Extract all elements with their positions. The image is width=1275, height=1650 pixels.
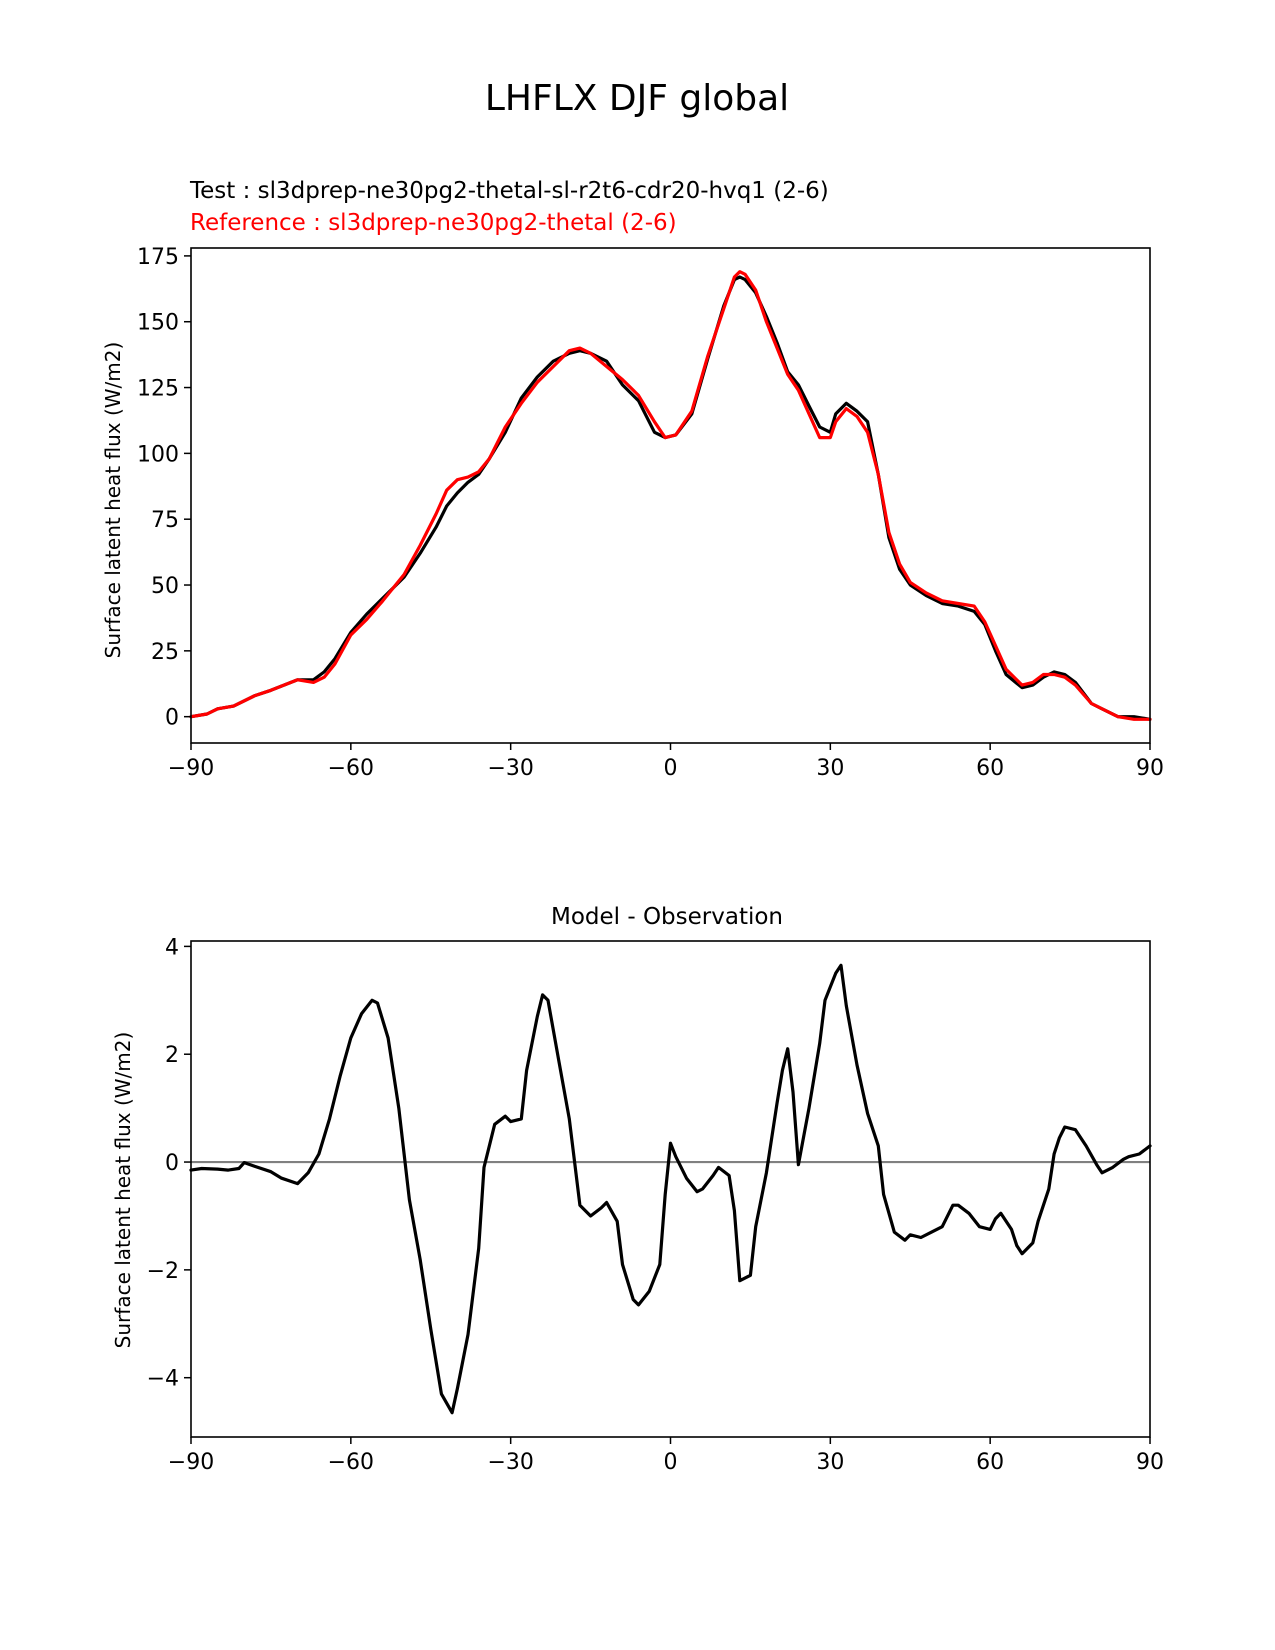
bottom-plot-area: −90 −60 −30 0 30 60 90 −4 −2 0 2 4 xyxy=(147,935,1164,1475)
test-label: Test : sl3dprep-ne30pg2-thetal-sl-r2t6-c… xyxy=(189,178,829,204)
x-tick-label: 60 xyxy=(976,1450,1004,1475)
y-tick-label: −4 xyxy=(147,1367,179,1392)
figure-suptitle: LHFLX DJF global xyxy=(485,78,789,119)
x-tick-label: 0 xyxy=(664,756,678,781)
reference-label: Reference : sl3dprep-ne30pg2-thetal (2-6… xyxy=(190,210,677,236)
series-line-model-observation xyxy=(189,963,1152,1415)
x-tick-label: 90 xyxy=(1136,756,1164,781)
x-tick-label: −30 xyxy=(487,1450,533,1475)
axes-frame xyxy=(190,940,1151,1438)
x-tick-label: −90 xyxy=(168,1450,214,1475)
top-ylabel: Surface latent heat flux (W/m2) xyxy=(101,342,125,659)
y-tick-label: 150 xyxy=(137,311,179,336)
y-tick-label: 75 xyxy=(151,508,179,533)
bottom-ylabel: Surface latent heat flux (W/m2) xyxy=(111,1032,135,1349)
y-tick-label: 2 xyxy=(165,1043,179,1068)
bottom-title: Model - Observation xyxy=(551,904,783,930)
top-plot-area: −90 −60 −30 0 30 60 90 0 25 50 75 100 125 150 175 xyxy=(137,245,1164,781)
x-tick-label: 30 xyxy=(816,1450,844,1475)
x-tick-label: −60 xyxy=(328,1450,374,1475)
y-tick-label: 0 xyxy=(165,706,179,731)
series-line-reference xyxy=(189,270,1152,721)
x-tick-label: 90 xyxy=(1136,1450,1164,1475)
x-tick-label: 0 xyxy=(664,1450,678,1475)
x-tick-label: −60 xyxy=(328,756,374,781)
panel-bottom: Model - Observation Surface latent heat … xyxy=(111,904,1164,1475)
y-tick-label: 125 xyxy=(137,377,179,402)
y-tick-label: 50 xyxy=(151,574,179,599)
y-tick-label: 25 xyxy=(151,640,179,665)
x-tick-label: 60 xyxy=(976,756,1004,781)
y-tick-label: 0 xyxy=(165,1151,179,1176)
panel-top: Test : sl3dprep-ne30pg2-thetal-sl-r2t6-c… xyxy=(101,178,1164,781)
x-tick-label: −90 xyxy=(168,756,214,781)
y-tick-label: 100 xyxy=(137,442,179,467)
x-tick-label: 30 xyxy=(816,756,844,781)
y-tick-label: 175 xyxy=(137,245,179,270)
series-line-test xyxy=(189,275,1152,721)
y-tick-label: 4 xyxy=(165,935,179,960)
x-tick-label: −30 xyxy=(487,756,533,781)
y-tick-label: −2 xyxy=(147,1259,179,1284)
